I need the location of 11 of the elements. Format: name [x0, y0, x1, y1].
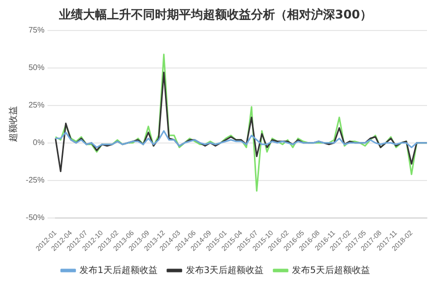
y-tick-label: 50%: [28, 63, 44, 72]
y-tick-label: 25%: [28, 100, 44, 110]
y-tick-label: -25%: [26, 176, 44, 185]
legend-label: 发布1天后超额收益: [80, 264, 158, 276]
y-tick-label: 0%: [32, 138, 44, 148]
legend-label: 发布3天后超额收益: [186, 264, 264, 276]
chart-title: 业绩大幅上升不同时期平均超额收益分析（相对沪深300）: [58, 7, 372, 22]
legend-label: 发布5天后超额收益: [292, 264, 370, 276]
y-tick-label: 75%: [28, 26, 44, 35]
y-axis-title: 超额收益: [8, 106, 18, 142]
y-tick-label: -50%: [26, 213, 44, 222]
